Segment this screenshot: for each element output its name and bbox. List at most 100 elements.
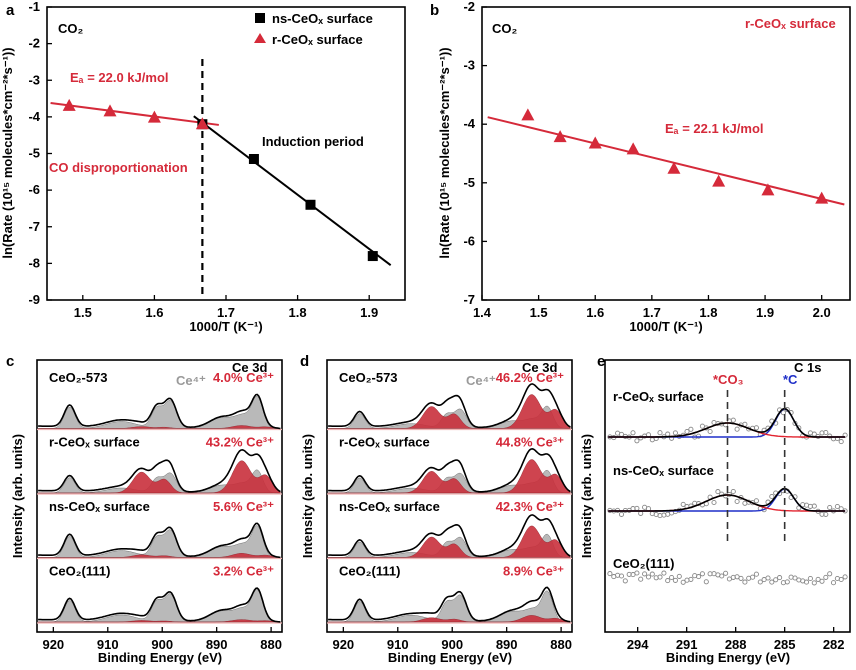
sample-label: CeO₂(111)	[613, 556, 674, 571]
data-point-triangle	[147, 110, 161, 123]
ce3-percent-label: 44.8% Ce³⁺	[496, 435, 564, 450]
x-tick-label: 890	[496, 637, 518, 652]
data-point-circle	[642, 571, 648, 577]
data-point-circle	[742, 579, 748, 585]
data-point-circle	[618, 573, 625, 579]
x-tick-label: 1.9	[756, 305, 774, 320]
title-b: CO₂	[492, 21, 518, 36]
data-point-circle	[842, 574, 848, 580]
data-point-circle	[753, 425, 759, 431]
y-tick-label: -3	[28, 72, 40, 87]
ce3-percent-label: 3.2% Ce³⁺	[213, 564, 274, 579]
x-tick-label: 1.8	[289, 305, 307, 320]
plot-frame-d	[326, 359, 573, 633]
panel-label-e: e	[597, 353, 605, 370]
ce3-component-fill	[38, 425, 281, 429]
x-tick-label: 1.7	[643, 305, 661, 320]
ce4-component-fill	[38, 525, 281, 558]
data-point-circle	[638, 510, 644, 516]
x-tick-label: 1.5	[74, 305, 92, 320]
data-point-circle	[734, 426, 740, 432]
ce3-percent-label: 46.2% Ce³⁺	[496, 370, 564, 385]
ce3-component-fill	[328, 394, 571, 429]
ce3-percent-label: 5.6% Ce³⁺	[213, 499, 274, 514]
y-tick-label: -2	[463, 0, 475, 14]
xlabel-c: Binding Energy (eV)	[98, 650, 222, 665]
data-point-triangle	[815, 191, 829, 204]
x-tick-label: 282	[823, 637, 845, 652]
ce3-component-fill	[328, 615, 571, 623]
plot-frame-a	[46, 6, 406, 301]
data-point-circle	[723, 570, 729, 576]
y-tick-label: -5	[28, 146, 40, 161]
data-point-circle	[672, 577, 678, 583]
spectrum-envelope	[38, 448, 281, 493]
ylabel-d: Intensity (arb. units)	[300, 434, 315, 558]
data-point-circle	[680, 579, 686, 585]
x-tick-label: 1.8	[699, 305, 717, 320]
y-tick-label: -4	[463, 116, 475, 131]
legend-label-b: r-CeOₓ surface	[745, 16, 836, 31]
ce3-component-fill	[328, 525, 571, 558]
data-point-circle	[618, 511, 625, 517]
x-tick-label: 1.9	[360, 305, 378, 320]
data-point-circle	[777, 575, 783, 581]
data-point-triangle	[761, 183, 775, 196]
annotation-co-disproportionation: CO disproportionation	[49, 160, 188, 175]
xlabel-a: 1000/T (K⁻¹)	[189, 319, 262, 334]
data-point-circle	[661, 570, 667, 576]
peak-label-co3: *CO₃	[713, 372, 744, 387]
sample-label: ns-CeOₓ surface	[613, 463, 714, 478]
data-point-circle	[784, 579, 790, 585]
ce3-percent-label: 42.3% Ce³⁺	[496, 499, 564, 514]
x-tick-label: 1.6	[145, 305, 163, 320]
data-point-circle	[622, 578, 628, 584]
data-point-circle	[811, 503, 817, 509]
data-point-circle	[780, 410, 786, 416]
data-point-circle	[830, 580, 837, 586]
data-point-circle	[823, 511, 829, 517]
data-point-circle	[796, 505, 802, 511]
title-e: C 1s	[794, 360, 821, 375]
data-point-circle	[630, 430, 636, 436]
data-point-circle	[684, 428, 690, 435]
y-tick-label: -7	[463, 292, 475, 307]
ce4-component-fill	[328, 590, 571, 623]
panel-label-c: c	[6, 353, 14, 370]
data-point-circle	[688, 426, 694, 432]
x-tick-label: 920	[42, 637, 64, 652]
x-tick-label: 910	[387, 637, 409, 652]
spectrum-envelope	[328, 383, 571, 429]
data-point-circle	[715, 489, 721, 495]
peak-label-c: *C	[783, 372, 798, 387]
x-tick-label: 2.0	[813, 305, 831, 320]
spectrum-envelope	[38, 522, 281, 559]
x-tick-label: 890	[206, 637, 228, 652]
data-point-circle	[638, 576, 644, 582]
fit-line	[487, 116, 845, 206]
sample-label: CeO₂(111)	[339, 564, 400, 579]
x-tick-label: 1.6	[586, 305, 604, 320]
x-tick-label: 900	[151, 637, 173, 652]
data-point-circle	[669, 574, 675, 581]
ylabel-b: ln(Rate (10¹⁵ molecules*cm⁻²*s⁻¹))	[437, 47, 452, 258]
spectrum-envelope	[38, 393, 281, 430]
data-point-circle	[811, 580, 817, 586]
data-point-circle	[711, 499, 717, 506]
title-d: Ce 3d	[522, 360, 557, 375]
data-point-circle	[769, 579, 775, 585]
title-a: CO₂	[58, 21, 84, 36]
data-point-square	[248, 153, 259, 164]
y-tick-label: -6	[463, 233, 475, 248]
annotation-induction-period: Induction period	[262, 134, 364, 149]
ylabel-e: Intensity (arb. units)	[579, 434, 594, 558]
legend-label-r: r-CeOₓ surface	[272, 32, 363, 47]
data-point-circle	[696, 574, 702, 580]
data-point-circle	[730, 488, 736, 495]
y-tick-label: -8	[28, 255, 40, 270]
data-point-circle	[665, 578, 671, 584]
plot-frame-c	[36, 359, 283, 633]
data-point-circle	[773, 577, 779, 583]
data-point-circle	[792, 575, 798, 581]
data-point-circle	[703, 579, 709, 585]
